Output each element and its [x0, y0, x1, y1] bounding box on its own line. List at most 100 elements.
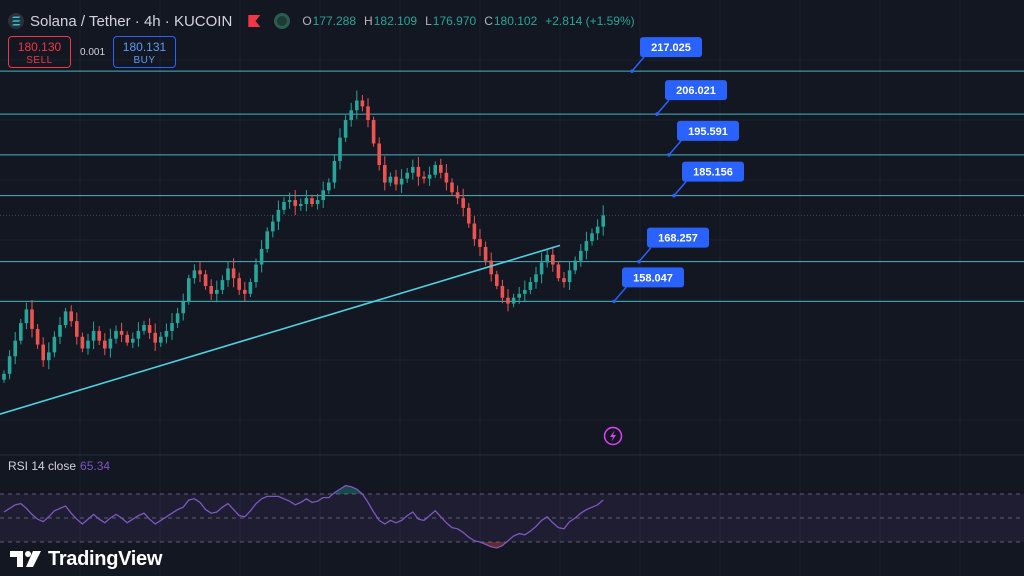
buy-price: 180.131	[122, 40, 167, 54]
lightning-icon[interactable]	[603, 426, 623, 446]
flag-icon[interactable]	[248, 15, 261, 27]
level-label-text: 185.156	[693, 167, 733, 179]
candle-body	[293, 200, 297, 206]
candle-body	[209, 286, 213, 294]
candle-body	[315, 200, 320, 204]
candle-body	[159, 336, 163, 343]
candle-body	[299, 204, 303, 206]
candle-body	[7, 356, 12, 374]
level-label[interactable]: 168.257	[637, 227, 709, 264]
level-labels[interactable]: 217.025 206.021 195.591 185.156 168.257 158.0…	[612, 37, 744, 304]
candle-body	[416, 166, 421, 177]
candle-body	[455, 192, 460, 199]
level-label-text: 217.025	[651, 42, 691, 54]
candle-body	[556, 264, 561, 279]
level-anchor	[630, 69, 634, 73]
candle-body	[181, 301, 185, 314]
candle-body	[506, 297, 510, 304]
ohlc-close: C180.102	[484, 14, 538, 28]
candle-body	[483, 246, 488, 261]
candle-body	[114, 330, 118, 339]
candle-body	[13, 340, 17, 357]
candle-body	[377, 143, 381, 165]
buy-button[interactable]: 180.131 BUY	[113, 36, 176, 68]
candle-body	[198, 270, 202, 275]
candle-body	[136, 330, 141, 339]
rsi-pane	[0, 454, 1024, 549]
candle-body	[427, 174, 432, 179]
candle-body	[562, 278, 566, 283]
candle-body	[360, 100, 365, 107]
candle-body	[175, 313, 180, 324]
solana-icon	[8, 13, 24, 29]
level-label[interactable]: 195.591	[667, 120, 739, 157]
candle-body	[108, 338, 113, 349]
level-label-box	[665, 80, 727, 101]
ohlc-values: O177.288 H182.109 L176.970 C180.102 +2.8…	[302, 14, 634, 28]
level-label-pointer	[613, 286, 627, 302]
candle-body	[590, 233, 594, 242]
horizontal-levels[interactable]	[0, 70, 1024, 302]
candle-body	[30, 309, 34, 329]
candle-body	[248, 282, 253, 294]
candle-body	[584, 241, 589, 251]
candle-body	[304, 198, 309, 204]
chart-header: Solana / Tether · 4h · KUCOIN O177.288 H…	[8, 10, 635, 32]
candle-body	[394, 176, 398, 185]
candle-body	[103, 340, 107, 349]
candle-body	[271, 221, 275, 232]
sell-button[interactable]: 180.130 SELL	[8, 36, 71, 68]
candle-body	[282, 202, 286, 210]
symbol-title[interactable]: Solana / Tether · 4h · KUCOIN	[30, 12, 233, 30]
level-label[interactable]: 158.047	[612, 267, 684, 304]
candle-body	[147, 325, 152, 333]
level-label-pointer	[638, 247, 652, 263]
level-label-box	[640, 37, 702, 58]
level-label-pointer	[631, 56, 645, 72]
level-anchor	[672, 193, 676, 198]
candle-body	[153, 332, 157, 343]
level-label-box	[677, 120, 739, 141]
candle-body	[601, 215, 605, 227]
candle-body	[19, 323, 23, 341]
candle-body	[338, 137, 342, 162]
level-label-pointer	[656, 99, 670, 115]
candle-body	[75, 321, 79, 337]
candle-body	[343, 120, 348, 138]
candle-body	[511, 297, 516, 304]
tradingview-logo[interactable]: TradingView	[10, 546, 162, 572]
candle-body	[86, 340, 90, 349]
candle-body	[399, 178, 404, 185]
candle-body	[35, 328, 40, 345]
level-label[interactable]: 217.025	[630, 37, 702, 73]
candle-body	[545, 254, 549, 263]
level-label-text: 168.257	[658, 233, 698, 245]
candle-body	[405, 172, 409, 179]
candle-body	[321, 190, 325, 201]
brand-name: TradingView	[48, 547, 163, 570]
ohlc-low: L176.970	[425, 14, 477, 28]
level-label-text: 195.591	[688, 126, 728, 138]
trendline[interactable]	[0, 244, 561, 415]
candle-body	[187, 278, 191, 302]
rsi-legend[interactable]: RSI 14 close 65.34	[8, 459, 110, 473]
candle-body	[52, 336, 57, 353]
market-status-icon[interactable]	[274, 13, 291, 29]
spread-value: 0.001	[80, 47, 106, 58]
candle-body	[259, 248, 264, 265]
trendline-segment[interactable]	[0, 244, 561, 415]
rsi-title: RSI 14 close	[8, 459, 77, 473]
level-label[interactable]: 206.021	[655, 80, 727, 116]
candle-body	[215, 289, 219, 294]
candle-body	[220, 280, 225, 290]
candle-body	[495, 274, 499, 286]
tradingview-mark-icon	[10, 551, 41, 567]
candle-body	[226, 268, 230, 281]
candle-body	[58, 325, 62, 337]
ohlc-high: H182.109	[364, 14, 418, 28]
candle-body	[97, 330, 101, 341]
candle-body	[383, 164, 387, 183]
level-label[interactable]: 185.156	[672, 161, 744, 198]
